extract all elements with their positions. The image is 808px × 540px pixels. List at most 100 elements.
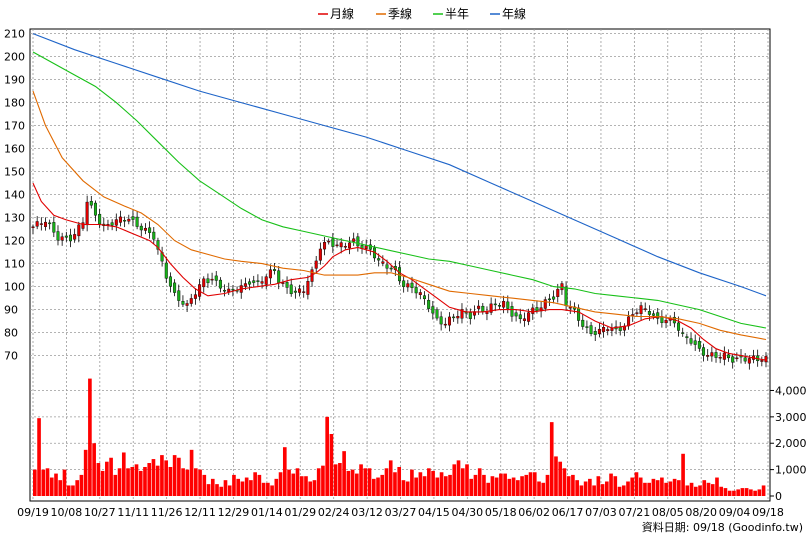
candle-body (164, 262, 168, 279)
candle-body (60, 236, 64, 241)
candle-body (214, 275, 218, 281)
candle-body (114, 219, 118, 226)
candle-body (193, 294, 197, 299)
volume-bar (499, 473, 503, 496)
volume-bar (410, 469, 414, 496)
volume-bar (206, 484, 211, 496)
candle-body (697, 341, 701, 349)
candle-body (398, 267, 402, 282)
volume-bar (189, 449, 194, 496)
price-tick-label: 210 (4, 28, 25, 41)
candle-body (497, 305, 501, 307)
candle-body (339, 242, 343, 248)
volume-bar (575, 480, 579, 496)
volume-bar (736, 489, 740, 496)
volume-bar (100, 470, 105, 496)
volume-bar (41, 469, 46, 496)
candlesticks (31, 195, 768, 370)
candle-body (639, 305, 643, 314)
volume-tick-label: 1,000 (775, 464, 807, 477)
candle-body (135, 216, 139, 227)
volume-bar (295, 468, 300, 496)
volume-bar (274, 478, 279, 496)
candle-body (56, 231, 60, 241)
candle-body (685, 336, 689, 339)
volume-bar (138, 470, 143, 496)
volume-bar (405, 481, 410, 496)
volume-bar (465, 464, 469, 496)
date-tick-label: 10/08 (51, 506, 83, 519)
volume-bar (494, 477, 499, 496)
candle-body (618, 326, 622, 331)
ma-line-1 (32, 182, 767, 361)
candle-body (64, 235, 68, 238)
candle-body (531, 307, 535, 314)
candle-body (610, 328, 614, 331)
candle-body (722, 352, 726, 360)
candle-body (747, 358, 751, 364)
price-tick-label: 170 (4, 120, 25, 133)
candle-body (693, 340, 697, 345)
candle-body (710, 352, 714, 357)
candle-body (543, 299, 547, 309)
volume-bar (689, 482, 694, 496)
volume-bar (664, 482, 668, 496)
candle-body (152, 231, 156, 240)
candle-body (52, 222, 56, 233)
candle-body (243, 283, 247, 287)
volume-bar (355, 473, 359, 496)
candle-body (439, 316, 443, 325)
candle-body (73, 234, 77, 240)
date-axis: 09/19 10/08 10/27 11/11 11/26 12/11 12/29 01/14… (17, 506, 784, 519)
candle-body (335, 244, 339, 247)
candle-body (289, 284, 293, 295)
candle-body (210, 278, 214, 281)
date-tick-label: 02/24 (318, 506, 350, 519)
candle-body (706, 355, 710, 357)
volume-bar (655, 480, 660, 496)
candle-body (552, 296, 556, 300)
candle-body (148, 227, 152, 233)
volume-bar (630, 477, 635, 496)
volume-bar (439, 472, 444, 496)
candle-body (597, 328, 601, 335)
date-tick-label: 08/05 (652, 506, 684, 519)
ma-line-3 (32, 51, 767, 329)
candle-body (635, 312, 639, 314)
volume-bar (588, 478, 592, 496)
volume-bar (473, 474, 478, 496)
volume-bar (719, 486, 724, 496)
volume-bar (58, 480, 63, 496)
volume-bar (668, 481, 673, 496)
price-tick-label: 160 (4, 143, 25, 156)
candle-body (418, 292, 422, 295)
volume-bar (761, 485, 766, 496)
volume-axis: 4,000 3,000 2,000 1,000 0 (770, 384, 807, 503)
legend-label-3: 半年 (445, 7, 469, 21)
price-tick-label: 130 (4, 212, 25, 225)
candle-body (577, 307, 581, 321)
volume-bar (715, 477, 719, 496)
volume-bar (418, 472, 423, 496)
candle-body (260, 281, 264, 284)
date-tick-label: 08/20 (685, 506, 717, 519)
price-tick-label: 190 (4, 74, 25, 87)
candle-body (527, 312, 531, 322)
volume-bar (299, 476, 304, 496)
candle-body (368, 244, 372, 250)
volume-bar (210, 478, 215, 496)
volume-bar (537, 481, 541, 496)
volume-bar (609, 473, 613, 496)
candle-body (514, 312, 518, 317)
candle-body (89, 200, 93, 206)
volume-bar (393, 472, 397, 496)
volume-bar (482, 474, 486, 496)
volume-bar (164, 460, 168, 496)
candle-body (406, 283, 410, 288)
volume-bar (740, 488, 745, 496)
date-tick-label: 12/29 (218, 506, 250, 519)
candle-body (422, 295, 426, 300)
candle-body (631, 314, 635, 316)
ma-line-4 (32, 33, 767, 297)
candle-body (502, 301, 506, 308)
